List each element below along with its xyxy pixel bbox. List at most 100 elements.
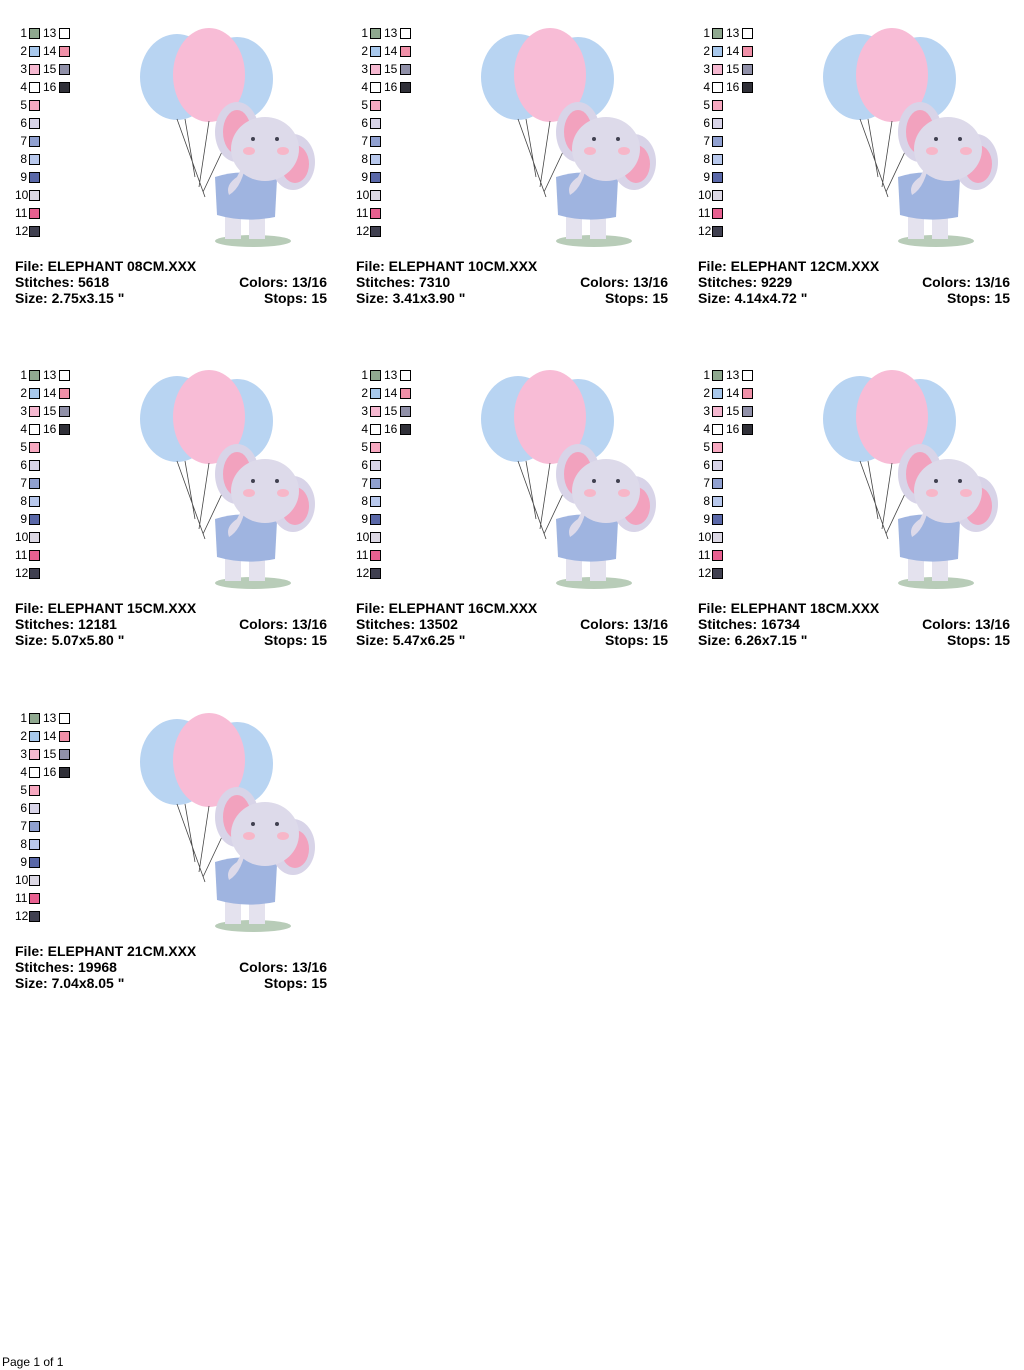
stops: Stops: 15 — [946, 632, 1010, 648]
size: Size: 2.75x3.15 " — [15, 290, 125, 306]
color-swatch — [712, 82, 723, 93]
design-preview — [823, 370, 998, 589]
color-number: 16 — [43, 765, 57, 779]
color-number: 7 — [361, 134, 368, 148]
stops: Stops: 15 — [263, 290, 327, 306]
color-swatch — [29, 550, 40, 561]
color-swatch — [29, 514, 40, 525]
stitches: Stitches: 16734 — [698, 616, 800, 632]
color-swatch — [712, 172, 723, 183]
color-swatch — [712, 388, 723, 399]
color-number: 6 — [361, 458, 368, 472]
color-number: 1 — [361, 26, 368, 40]
color-number: 2 — [20, 386, 27, 400]
color-number: 8 — [361, 152, 368, 166]
color-number: 13 — [726, 368, 740, 382]
color-number: 10 — [356, 530, 370, 544]
color-number: 4 — [20, 80, 27, 94]
color-swatch — [29, 839, 40, 850]
stops: Stops: 15 — [604, 632, 668, 648]
stops: Stops: 15 — [263, 975, 327, 991]
color-swatch — [712, 514, 723, 525]
color-swatch — [712, 568, 723, 579]
design-card: 1 2 3 4 5 6 7 8 9 10 11 12 13 14 15 16 File: ELEPHANT 2… — [15, 712, 330, 1002]
page-footer: Page 1 of 1 — [2, 1355, 64, 1369]
color-number: 9 — [361, 170, 368, 184]
color-swatch — [742, 406, 753, 417]
color-swatch — [712, 190, 723, 201]
color-number: 11 — [15, 548, 28, 562]
color-swatch — [59, 731, 70, 742]
design-card: 1 2 3 4 5 6 7 8 9 10 11 12 13 14 15 16 File: ELEPHANT 1… — [356, 27, 671, 317]
color-swatch — [400, 388, 411, 399]
color-number: 2 — [361, 386, 368, 400]
colors: Colors: 13/16 — [922, 616, 1010, 632]
color-swatch — [370, 190, 381, 201]
color-number: 8 — [20, 494, 27, 508]
color-number: 8 — [703, 152, 710, 166]
color-swatch — [29, 821, 40, 832]
color-number: 3 — [703, 404, 710, 418]
color-number: 13 — [384, 368, 398, 382]
color-number: 3 — [20, 404, 27, 418]
color-number: 11 — [356, 548, 369, 562]
color-swatch — [29, 767, 40, 778]
color-number: 15 — [726, 62, 740, 76]
color-number: 1 — [703, 26, 710, 40]
color-swatch — [742, 424, 753, 435]
color-number: 4 — [703, 422, 710, 436]
color-number: 14 — [726, 44, 740, 58]
color-number: 12 — [15, 909, 29, 923]
color-number: 12 — [698, 224, 712, 238]
stitches: Stitches: 5618 — [15, 274, 110, 290]
color-number: 7 — [20, 819, 27, 833]
color-number: 6 — [20, 116, 27, 130]
color-number: 16 — [43, 422, 57, 436]
color-swatch — [742, 46, 753, 57]
color-swatch — [29, 478, 40, 489]
color-number: 1 — [20, 711, 27, 725]
color-swatch — [400, 370, 411, 381]
design-card: 1 2 3 4 5 6 7 8 9 10 11 12 13 14 15 16 File: ELEPHANT 1… — [698, 369, 1013, 659]
color-number: 3 — [361, 62, 368, 76]
color-number: 11 — [15, 891, 28, 905]
color-number: 10 — [698, 530, 712, 544]
color-swatch — [370, 424, 381, 435]
color-swatch — [29, 442, 40, 453]
color-number: 9 — [20, 855, 27, 869]
color-number: 7 — [20, 476, 27, 490]
color-swatch — [29, 226, 40, 237]
color-swatch — [29, 28, 40, 39]
color-number: 14 — [384, 44, 398, 58]
color-swatch — [29, 460, 40, 471]
color-swatch — [59, 713, 70, 724]
color-swatch — [712, 154, 723, 165]
color-swatch — [370, 64, 381, 75]
color-swatch — [712, 100, 723, 111]
design-preview — [481, 370, 656, 589]
color-number: 12 — [15, 566, 29, 580]
color-number: 16 — [726, 80, 740, 94]
color-swatch — [29, 64, 40, 75]
color-swatch — [742, 82, 753, 93]
color-swatch — [712, 136, 723, 147]
color-swatch — [712, 46, 723, 57]
color-number: 10 — [356, 188, 370, 202]
color-swatch — [29, 568, 40, 579]
color-number: 7 — [703, 134, 710, 148]
size: Size: 5.47x6.25 " — [356, 632, 466, 648]
color-number: 9 — [703, 512, 710, 526]
color-number: 2 — [20, 44, 27, 58]
color-swatch — [29, 803, 40, 814]
color-swatch — [742, 28, 753, 39]
size: Size: 6.26x7.15 " — [698, 632, 808, 648]
color-swatch — [742, 388, 753, 399]
color-number: 6 — [20, 801, 27, 815]
color-swatch — [712, 532, 723, 543]
color-number: 5 — [361, 98, 368, 112]
color-swatch — [370, 154, 381, 165]
design-preview — [140, 28, 315, 247]
color-number: 5 — [20, 98, 27, 112]
file-name: File: ELEPHANT 16CM.XXX — [356, 600, 538, 616]
